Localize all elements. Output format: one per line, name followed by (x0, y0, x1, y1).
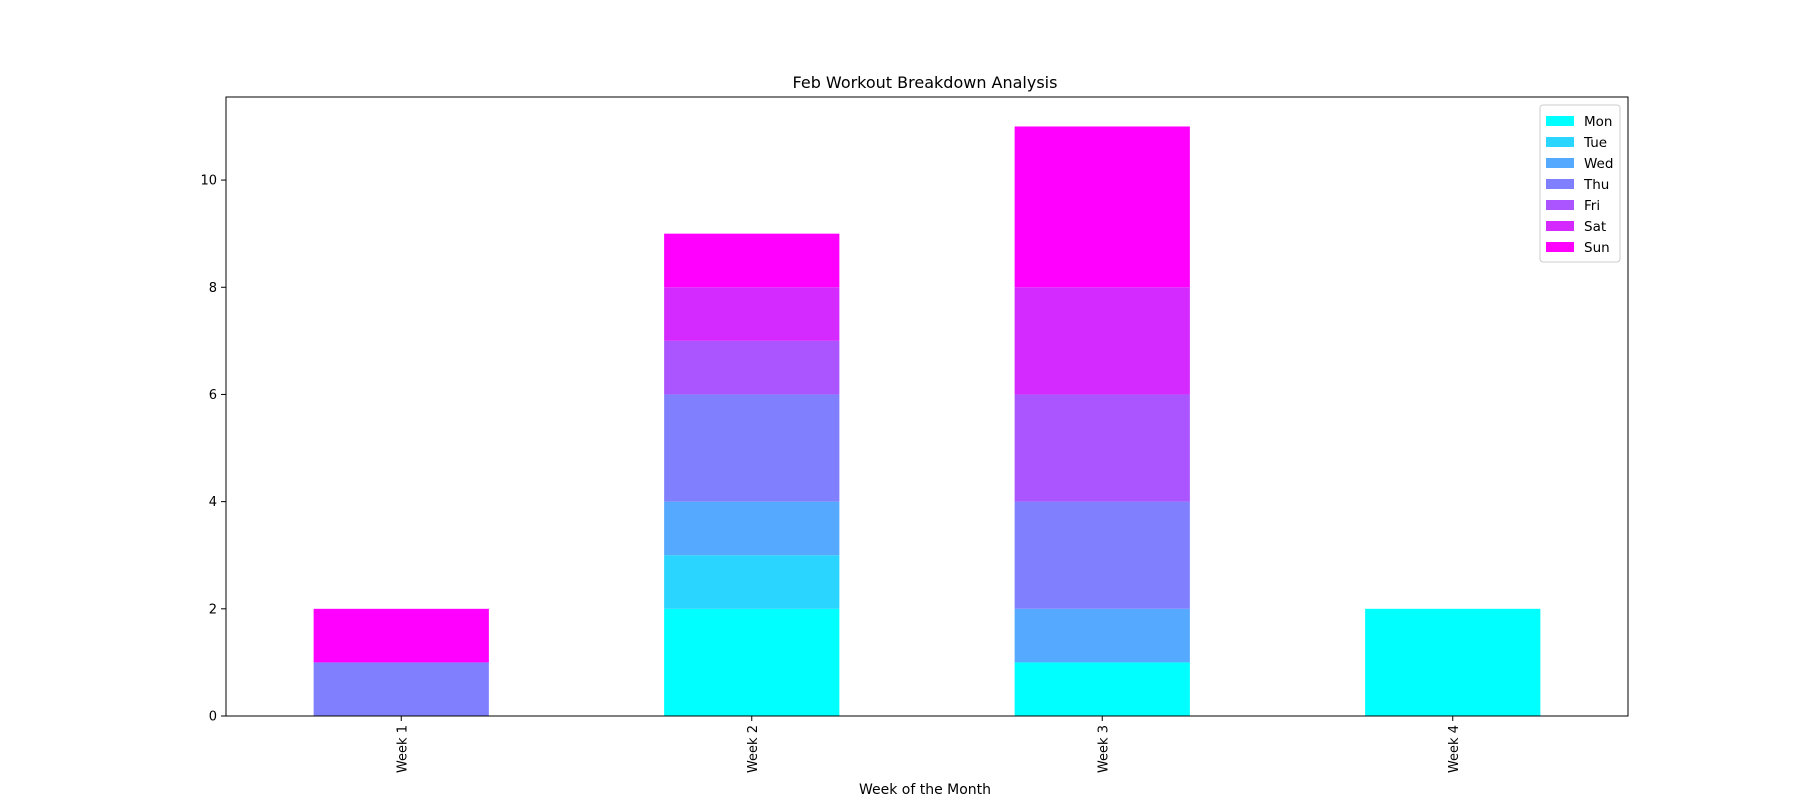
legend-label-wed[interactable]: Wed (1584, 156, 1613, 172)
x-tick-label: Week 3 (1096, 725, 1111, 773)
bar-segment-week-1-thu (313, 662, 489, 716)
y-tick-label: 4 (209, 495, 217, 510)
ticks-layer: 0 2 4 6 8 10 Week 1 Week 2 Week 3 Week 4 (200, 174, 1461, 773)
legend-swatch-wed (1546, 158, 1574, 168)
bar-segment-week-2-mon (664, 608, 840, 716)
legend-label-tue[interactable]: Tue (1583, 135, 1607, 151)
x-tick-label: Week 4 (1447, 725, 1462, 773)
x-tick-label: Week 2 (746, 725, 761, 773)
bar-segment-week-2-sat (664, 287, 840, 341)
legend-label-thu[interactable]: Thu (1583, 177, 1609, 193)
x-tick-label: Week 1 (395, 725, 410, 773)
y-tick-label: 6 (209, 388, 217, 403)
legend-swatch-sun (1546, 242, 1574, 252)
y-tick-label: 2 (209, 602, 217, 617)
bar-segment-week-3-wed (1014, 608, 1190, 663)
plot-frame (225, 96, 1629, 717)
bar-segment-week-2-thu (664, 394, 840, 502)
bar-segment-week-3-fri (1014, 394, 1190, 502)
legend[interactable]: Mon Tue Wed Thu Fri Sat Sun (1539, 104, 1621, 263)
chart-title: Feb Workout Breakdown Analysis (793, 73, 1058, 92)
legend-label-mon[interactable]: Mon (1584, 114, 1612, 130)
legend-swatch-tue (1546, 137, 1574, 147)
legend-swatch-mon (1546, 116, 1574, 126)
legend-label-sat[interactable]: Sat (1584, 219, 1606, 235)
bar-segment-week-4-mon (1365, 608, 1541, 716)
bar-segment-week-1-sun (313, 608, 489, 663)
bar-segment-week-2-sun (664, 233, 840, 288)
bar-segment-week-3-sat (1014, 287, 1190, 395)
bar-segment-week-3-mon (1014, 662, 1190, 716)
bar-segment-week-3-sun (1014, 126, 1190, 288)
legend-swatch-fri (1546, 200, 1574, 210)
legend-label-fri[interactable]: Fri (1584, 198, 1600, 214)
legend-swatch-thu (1546, 179, 1574, 189)
y-tick-label: 8 (209, 281, 217, 296)
legend-label-sun[interactable]: Sun (1584, 240, 1610, 256)
legend-swatch-sat (1546, 221, 1574, 231)
bar-segment-week-2-fri (664, 340, 840, 395)
axes-layer (225, 96, 1629, 717)
y-tick-label: 0 (209, 710, 217, 725)
bar-segment-week-3-thu (1014, 501, 1190, 609)
bars-layer (313, 126, 1541, 716)
x-axis-label: Week of the Month (859, 782, 991, 798)
bar-segment-week-2-wed (664, 501, 840, 556)
y-tick-label: 10 (200, 174, 217, 189)
bar-segment-week-2-tue (664, 555, 840, 609)
